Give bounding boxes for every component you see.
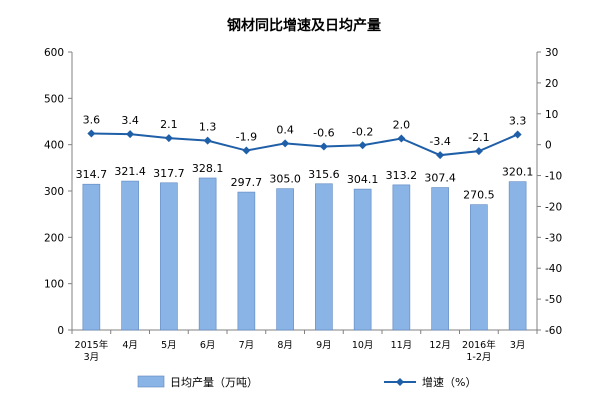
line-value-label: 3.6 xyxy=(83,114,101,127)
line-point xyxy=(474,147,483,156)
line-series: 3.6 3.4 2.1 1.3 -1.9 0.4 -0.6 -0.2 2.0 -3.4 -2.1 3.… xyxy=(83,114,527,160)
line-value-label: -0.2 xyxy=(352,125,373,138)
bar xyxy=(392,184,411,331)
x-tick-label: 12月 xyxy=(429,340,451,351)
line-value-label: 2.0 xyxy=(393,118,411,131)
y-right-tick-label: -20 xyxy=(545,201,562,213)
bar xyxy=(276,188,294,331)
x-tick-label: 11月 xyxy=(391,340,413,351)
bar-value-label: 321.4 xyxy=(114,165,146,178)
legend-bar-label: 日均产量（万吨） xyxy=(170,375,258,389)
line-point xyxy=(281,139,290,148)
bar xyxy=(431,187,449,331)
bar-value-label: 304.1 xyxy=(347,173,379,186)
bar-value-label: 305.0 xyxy=(269,173,301,186)
x-tick-label: 2015年 3月 xyxy=(75,339,109,363)
y-left-tick-label: 300 xyxy=(44,186,64,198)
x-tick-label: 4月 xyxy=(122,340,138,351)
bar-value-label: 297.7 xyxy=(231,176,263,189)
x-tick-label: 6月 xyxy=(200,340,216,351)
line-value-label: 3.4 xyxy=(121,114,139,127)
line-point xyxy=(203,136,212,145)
growth-line xyxy=(91,132,519,157)
bar xyxy=(237,191,256,331)
line-value-label: -1.9 xyxy=(236,131,257,144)
line-value-label: -0.6 xyxy=(313,127,334,140)
x-tick-label: 2016年 1-2月 xyxy=(462,339,496,363)
bar xyxy=(353,188,372,331)
y-left-tick-label: 100 xyxy=(44,279,64,291)
bar-value-label: 320.1 xyxy=(502,166,534,179)
line-value-label: 2.1 xyxy=(160,118,178,131)
line-point xyxy=(358,141,367,150)
line-point xyxy=(319,142,328,151)
bar xyxy=(508,181,527,331)
bar xyxy=(198,177,217,331)
bar xyxy=(121,180,139,331)
y-right-tick-label: -60 xyxy=(545,325,562,337)
x-tick-label: 3月 xyxy=(510,340,526,351)
x-tick-label: 10月 xyxy=(352,340,374,351)
line-point xyxy=(436,151,445,160)
y-right-tick-label: -50 xyxy=(545,294,562,306)
y-right-tick-label: -40 xyxy=(545,263,562,275)
x-tick-label: 9月 xyxy=(316,340,332,351)
y-right-tick-label: 20 xyxy=(545,78,558,90)
y-right-tick-label: -10 xyxy=(545,171,562,183)
y-right-tick-label: 30 xyxy=(545,47,558,59)
bar xyxy=(315,183,333,331)
y-right-tick-label: -30 xyxy=(545,232,562,244)
line-point xyxy=(513,130,522,139)
line-point xyxy=(87,129,96,138)
line-point xyxy=(397,134,406,143)
legend-line-label: 增速（%） xyxy=(422,375,476,389)
bar-value-label: 313.2 xyxy=(386,169,418,182)
line-value-label: 0.4 xyxy=(276,123,294,136)
y-left-tick-label: 0 xyxy=(57,325,64,337)
legend-line-marker xyxy=(396,378,404,386)
bar-value-label: 328.1 xyxy=(192,162,224,175)
bar-series: 314.7 321.4 317.7 328.1 297.7 305.0 315.6 304.1… xyxy=(76,162,534,331)
line-value-label: -2.1 xyxy=(468,131,489,144)
bar-value-label: 317.7 xyxy=(153,167,185,180)
bar xyxy=(160,182,178,331)
y-left-tick-label: 500 xyxy=(44,93,64,105)
x-tick-label: 5月 xyxy=(161,340,177,351)
bar-value-label: 314.7 xyxy=(76,168,108,181)
bar-value-label: 307.4 xyxy=(424,172,456,185)
y-left-tick-label: 400 xyxy=(44,140,64,152)
line-value-label: -3.4 xyxy=(429,135,450,148)
bar xyxy=(470,204,488,331)
bar-value-label: 270.5 xyxy=(463,189,495,202)
axes: 0 100 200 300 400 500 600 -60 -50 -40 -30 -20 -10 0 10… xyxy=(44,47,562,363)
legend-bar-swatch xyxy=(137,375,165,388)
line-point xyxy=(126,130,135,139)
y-right-tick-label: 10 xyxy=(545,109,558,121)
bar xyxy=(82,183,101,331)
chart-title: 钢材同比增速及日均产量 xyxy=(227,17,381,34)
y-left-tick-label: 600 xyxy=(44,47,64,59)
y-right-tick-label: 0 xyxy=(545,140,552,152)
bar-value-label: 315.6 xyxy=(308,168,340,181)
legend: 日均产量（万吨） 增速（%） xyxy=(137,375,476,389)
line-point xyxy=(242,146,251,155)
x-tick-label: 7月 xyxy=(239,340,255,351)
y-left-tick-label: 200 xyxy=(44,232,64,244)
x-tick-label: 8月 xyxy=(277,340,293,351)
line-point xyxy=(164,134,173,143)
line-value-label: 3.3 xyxy=(509,114,527,127)
line-value-label: 1.3 xyxy=(199,121,217,134)
